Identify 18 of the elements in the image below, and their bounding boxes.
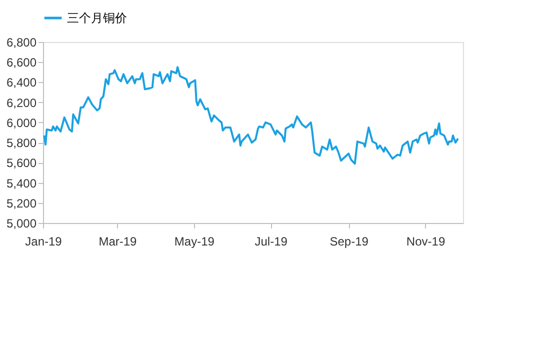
x-tick-label: Sep-19 [330,234,369,248]
y-tick-label: 6,000 [6,116,37,130]
y-tick-label: 5,800 [6,136,37,150]
y-tick-label: 5,000 [6,216,37,230]
x-tick-label: Jul-19 [254,234,288,248]
x-tick-label: Jan-19 [25,234,62,248]
y-tick-label: 5,200 [6,196,37,210]
y-tick-label: 6,200 [6,96,37,110]
y-tick-label: 6,800 [6,36,37,50]
legend-label: 三个月铜价 [67,11,127,25]
y-tick-label: 6,600 [6,56,37,70]
line-series [43,66,459,165]
x-tick-label: May-19 [174,234,215,248]
y-tick-label: 5,600 [6,156,37,170]
y-tick-label: 5,400 [6,176,37,190]
x-tick-label: Nov-19 [406,234,446,248]
y-tick-label: 6,400 [6,76,37,90]
x-tick-label: Mar-19 [98,234,138,248]
